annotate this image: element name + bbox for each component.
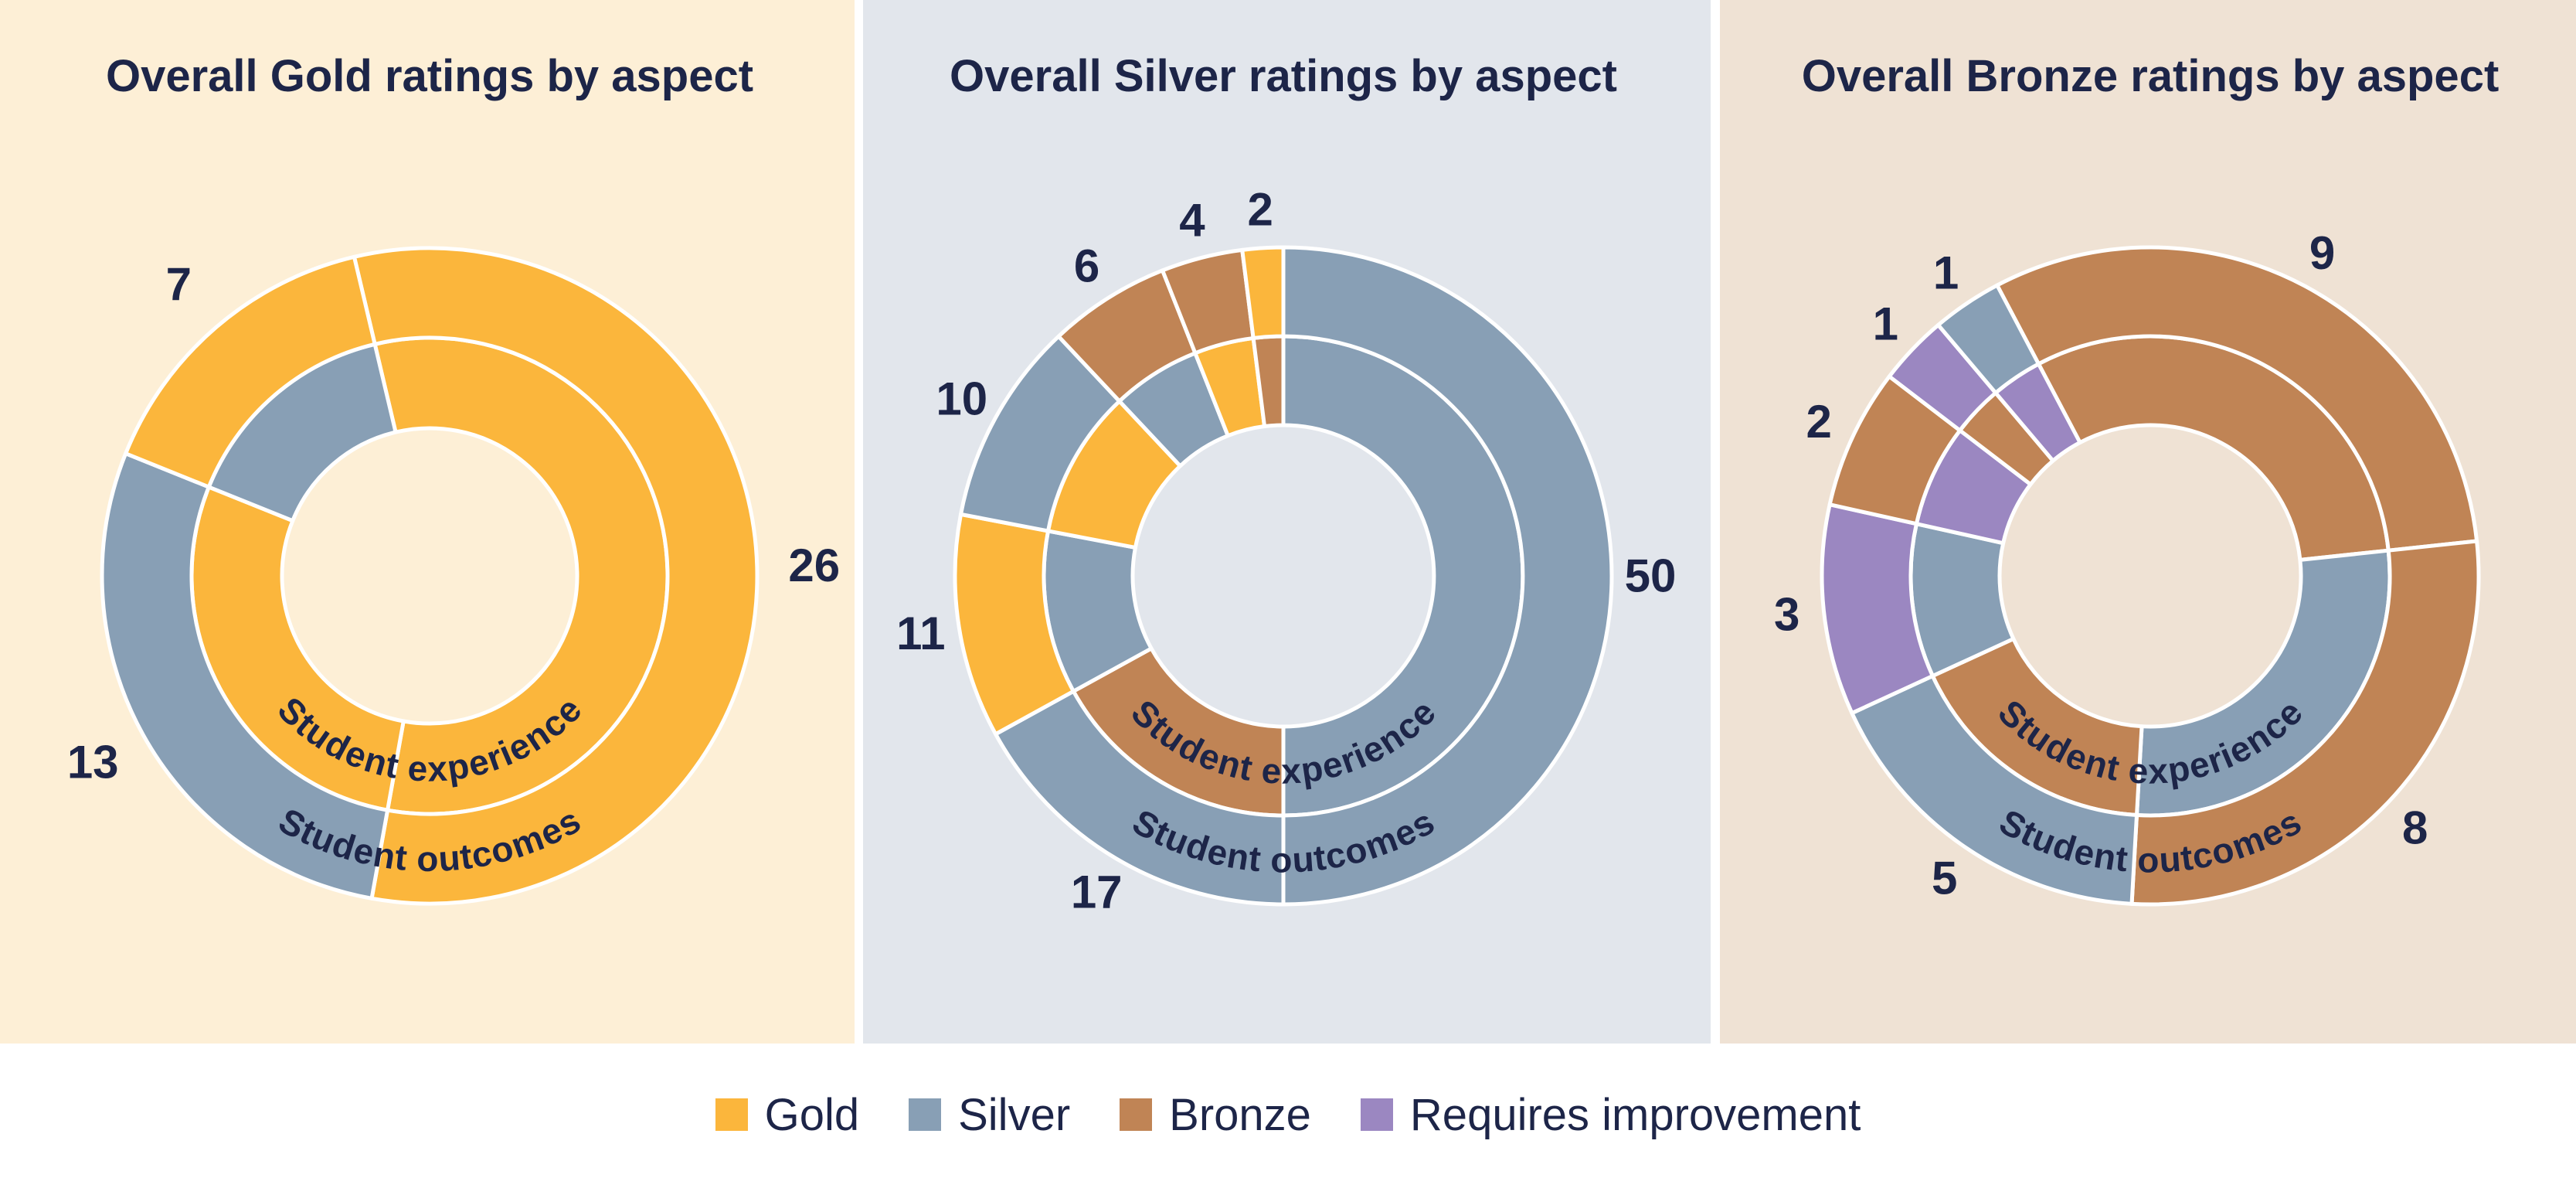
silver-value-label-1: 17 — [1071, 866, 1123, 918]
bronze-value-label-5: 1 — [1873, 298, 1898, 349]
gold-value-label-2: 7 — [166, 258, 192, 310]
bronze-outcomes-arc-silver-6 — [1936, 283, 2041, 395]
silver-outcomes-arc-silver-0 — [1281, 245, 1614, 907]
legend-label-bronze: Bronze — [1169, 1089, 1311, 1140]
silver-value-label-3: 10 — [936, 373, 987, 425]
silver-outcomes-arc-gold-6 — [1240, 245, 1286, 340]
legend-label-requires-improvement: Requires improvement — [1409, 1089, 1861, 1140]
gold-outcomes-arc-silver-1 — [100, 451, 390, 901]
gold-value-label-0: 26 — [788, 540, 840, 591]
gold-sunburst-chart: Overall Gold ratings by aspect26137Stude… — [67, 51, 840, 906]
legend: Gold Silver Bronze Requires improvement — [0, 1082, 2576, 1147]
silver-sunburst-chart: Overall Silver ratings by aspect 50 17 11 10… — [896, 51, 1677, 918]
legend-swatch-requires-improvement — [1360, 1098, 1393, 1131]
gold-outcomes-arc-gold-2 — [124, 254, 377, 489]
legend-item-bronze: Bronze — [1120, 1089, 1311, 1141]
bronze-value-label-6: 1 — [1933, 247, 1959, 298]
legend-swatch-silver — [909, 1098, 942, 1131]
gold-value-label-1: 13 — [67, 737, 119, 788]
legend-label-gold: Gold — [764, 1089, 860, 1140]
silver-value-label-2: 11 — [896, 608, 945, 659]
silver-chart-panel: Overall Silver ratings by aspect 50 17 11 10… — [863, 0, 1711, 1044]
legend-item-silver: Silver — [909, 1089, 1070, 1141]
bronze-value-label-0: 9 — [2309, 227, 2335, 279]
legend-item-gold: Gold — [715, 1089, 860, 1141]
gold-outcomes-arc-gold-0 — [352, 246, 760, 906]
silver-chart-title: Overall Silver ratings by aspect — [950, 51, 1617, 101]
legend-label-silver: Silver — [958, 1089, 1071, 1140]
silver-value-label-4: 6 — [1074, 240, 1099, 291]
silver-value-label-5: 4 — [1179, 194, 1205, 246]
bronze-outcomes-arc-bronze-0 — [1995, 245, 2479, 553]
bronze-sunburst-chart: Overall Bronze ratings by aspect9853211S… — [1774, 51, 2500, 907]
bronze-outcomes-arc-bronze-1 — [2129, 539, 2481, 907]
legend-item-requires-improvement: Requires improvement — [1360, 1089, 1861, 1141]
bronze-value-label-4: 2 — [1806, 396, 1832, 448]
gold-chart-title: Overall Gold ratings by aspect — [106, 51, 753, 101]
legend-swatch-bronze — [1120, 1098, 1153, 1131]
bronze-value-label-1: 8 — [2402, 802, 2428, 854]
bronze-chart-title: Overall Bronze ratings by aspect — [1802, 51, 2500, 101]
silver-value-label-0: 50 — [1625, 550, 1677, 602]
gold-chart-panel: Overall Gold ratings by aspect 26 13 7 Stude… — [0, 0, 855, 1044]
bronze-value-label-2: 5 — [1932, 852, 1957, 904]
bronze-value-label-3: 3 — [1774, 589, 1799, 641]
silver-value-label-6: 2 — [1248, 183, 1273, 235]
legend-swatch-gold — [715, 1098, 748, 1131]
bronze-chart-panel: Overall Bronze ratings by aspect 9 8 5 3 2 1 1 S… — [1720, 0, 2576, 1044]
